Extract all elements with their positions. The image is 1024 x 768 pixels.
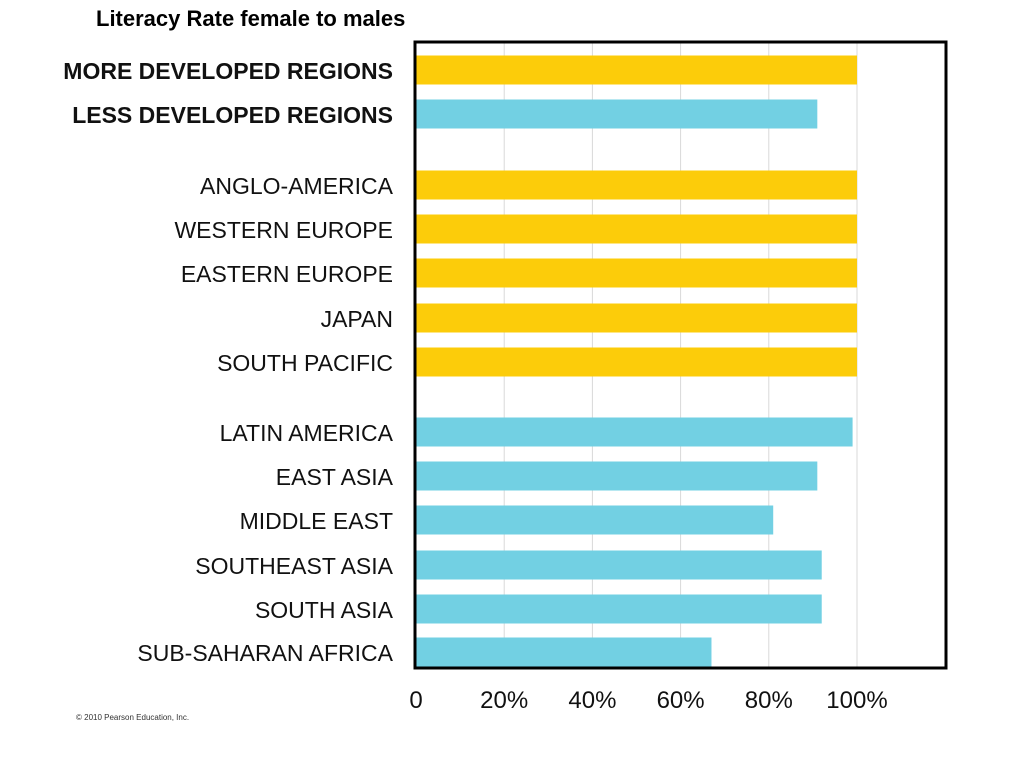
category-label: EASTERN EUROPE — [181, 261, 393, 287]
category-label: LESS DEVELOPED REGIONS — [72, 102, 393, 128]
bar-southeast-asia — [416, 550, 822, 580]
bar-anglo-america — [416, 170, 857, 200]
category-label: MORE DEVELOPED REGIONS — [63, 58, 393, 84]
x-tick-label: 0 — [409, 687, 422, 714]
x-tick-label: 40% — [568, 687, 616, 714]
category-label: LATIN AMERICA — [220, 420, 394, 446]
x-tick-label: 100% — [826, 687, 887, 714]
category-label: SOUTH PACIFIC — [217, 350, 393, 376]
copyright-notice: © 2010 Pearson Education, Inc. — [76, 713, 190, 722]
x-tick-label: 60% — [657, 687, 705, 714]
bar-more-developed-regions — [416, 55, 857, 85]
bar-east-asia — [416, 461, 818, 491]
category-label: SOUTHEAST ASIA — [195, 553, 393, 579]
category-label: ANGLO-AMERICA — [200, 173, 394, 199]
category-label: EAST ASIA — [276, 464, 394, 490]
category-label: SOUTH ASIA — [255, 597, 394, 623]
bar-japan — [416, 303, 857, 333]
bar-western-europe — [416, 214, 857, 244]
category-label: WESTERN EUROPE — [174, 217, 393, 243]
bar-sub-saharan-africa — [416, 637, 712, 667]
x-tick-label: 80% — [745, 687, 793, 714]
bar-less-developed-regions — [416, 99, 818, 129]
bar-south-pacific — [416, 347, 857, 377]
category-label: MIDDLE EAST — [240, 508, 393, 534]
bar-eastern-europe — [416, 258, 857, 288]
bar-south-asia — [416, 594, 822, 624]
bar-latin-america — [416, 417, 853, 447]
category-label: JAPAN — [321, 306, 393, 332]
bar-middle-east — [416, 505, 774, 535]
category-label: SUB-SAHARAN AFRICA — [137, 640, 393, 666]
page-title: Literacy Rate female to males — [96, 6, 406, 31]
x-tick-label: 20% — [480, 687, 528, 714]
chart-frame — [413, 40, 948, 670]
